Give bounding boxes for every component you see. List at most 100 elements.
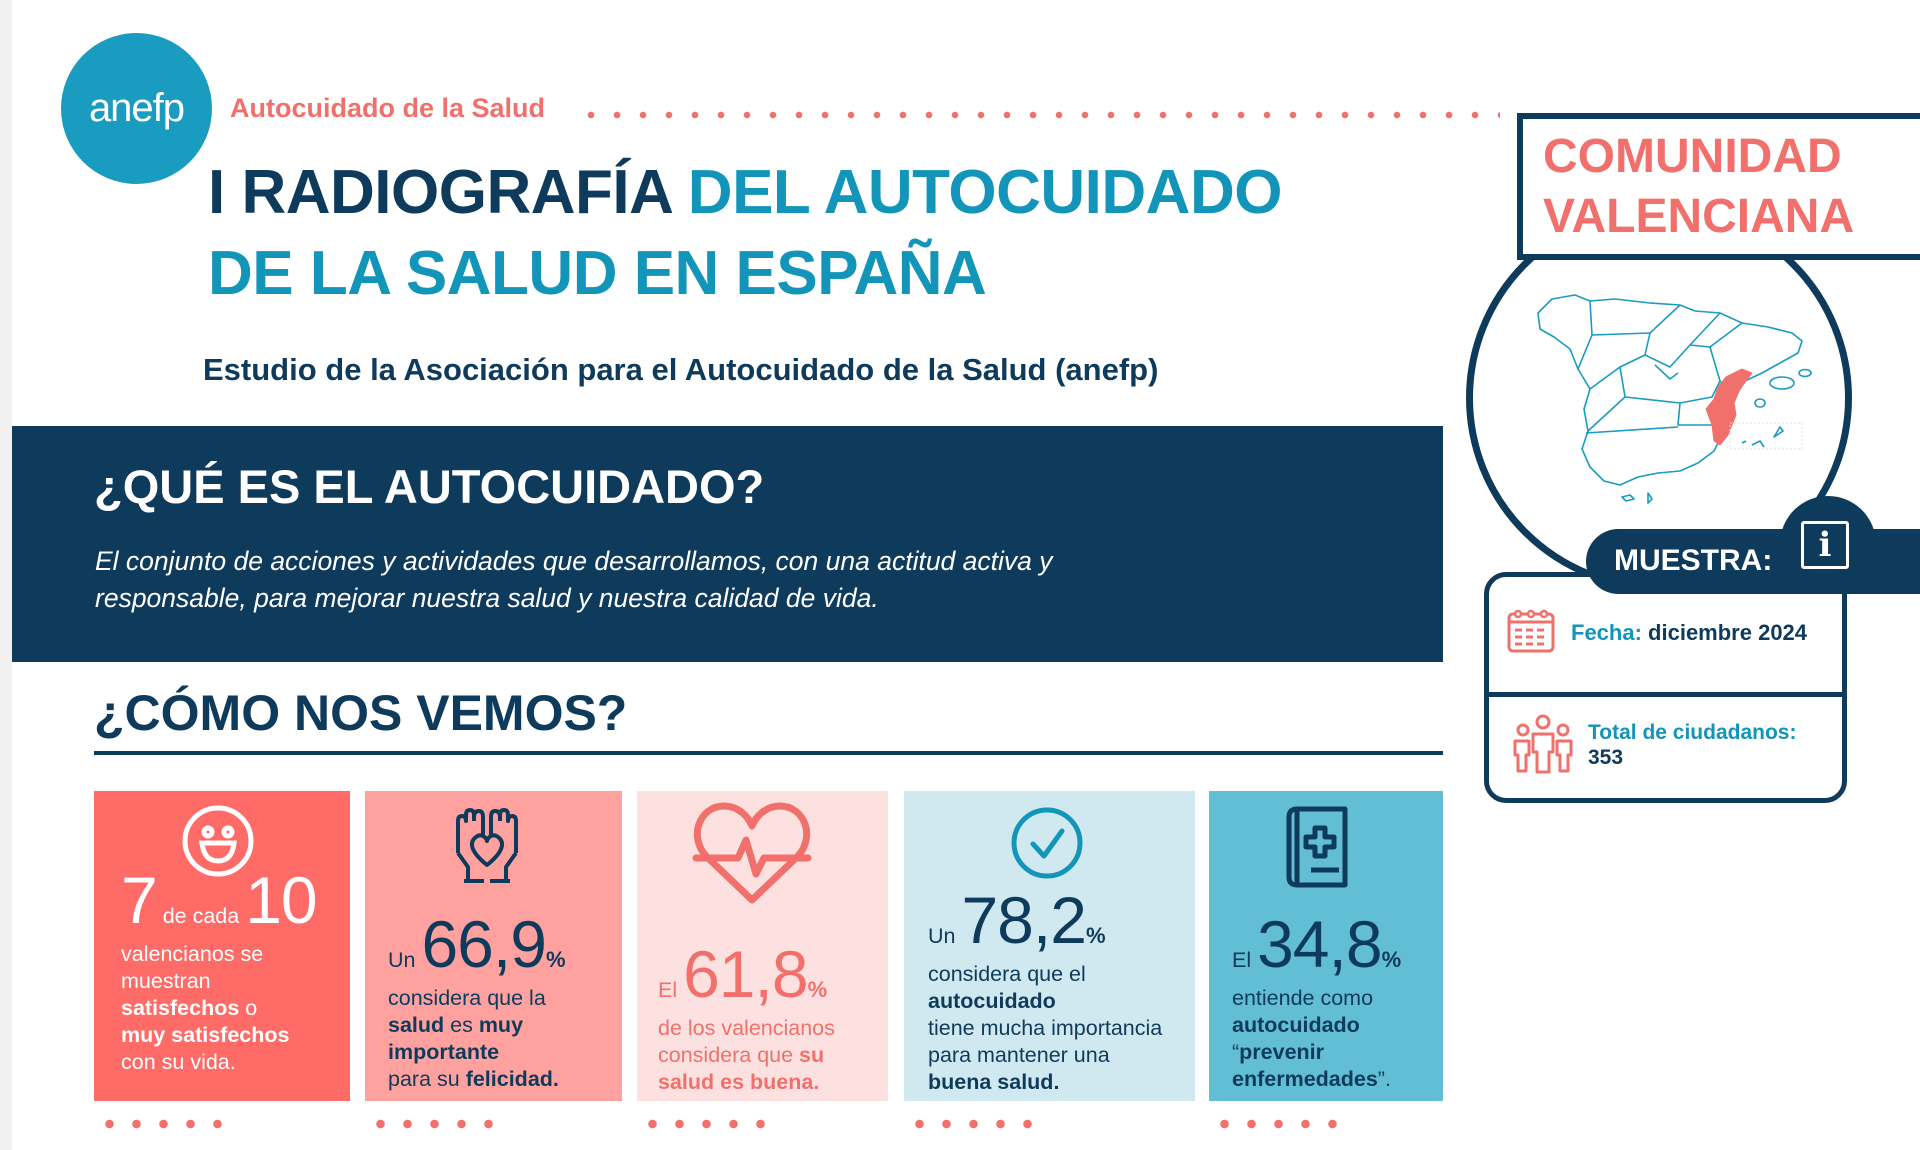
stat-description-line: autocuidado — [1232, 1012, 1401, 1039]
spain-outline — [1537, 294, 1803, 486]
stat-prefix: El — [658, 978, 684, 1002]
heartbeat-icon — [692, 800, 812, 911]
stat-prefix: Un — [928, 924, 962, 948]
definition-line: responsable, para mejorar nuestra salud … — [95, 583, 879, 613]
emphasis-text: prevenir — [1239, 1040, 1325, 1064]
description-text: es — [444, 1013, 479, 1037]
sample-divider — [1489, 692, 1842, 697]
main-title-line2: DE LA SALUD EN ESPAÑA — [208, 239, 987, 308]
dotted-divider — [578, 110, 1500, 120]
balearic-islands — [1769, 376, 1795, 390]
emphasis-text: autocuidado — [928, 989, 1056, 1013]
stat-description-line: salud es buena. — [658, 1069, 835, 1096]
stat-number: 78,2 — [961, 883, 1086, 957]
stat-text: El 61,8% de los valencianos considera que … — [658, 941, 835, 1096]
stat-number: 66,9 — [421, 907, 546, 981]
stat-description-line: buena salud. — [928, 1069, 1162, 1096]
stat-value: Un 66,9% — [388, 911, 566, 985]
info-icon: i — [1801, 521, 1849, 569]
stat-percent: % — [1381, 947, 1402, 972]
decorative-dots — [639, 1119, 779, 1129]
stat-card: El 34,8% entiende como autocuidado “preveni… — [1209, 791, 1443, 1101]
stat-percent: % — [1085, 923, 1106, 948]
smiley-face-icon — [180, 803, 256, 884]
emphasis-text: salud es buena. — [658, 1070, 820, 1094]
section-underline — [94, 751, 1443, 755]
title-part-teal: DEL AUTOCUIDADO — [687, 158, 1283, 227]
stat-number: 34,8 — [1257, 907, 1382, 981]
muestra-label: MUESTRA: — [1614, 544, 1773, 577]
stat-value: 7 de cada 10 — [121, 867, 318, 941]
stat-number: 61,8 — [683, 937, 808, 1011]
date-value: diciembre 2024 — [1648, 620, 1808, 645]
emphasis-text: salud — [388, 1013, 445, 1037]
stat-value: Un 78,2% — [928, 887, 1162, 961]
stat-text: El 34,8% entiende como autocuidado “preveni… — [1232, 911, 1401, 1093]
stat-number: 7 — [121, 863, 158, 937]
description-text: “ — [1232, 1040, 1240, 1064]
stat-description-line: entiende como — [1232, 985, 1401, 1012]
emphasis-text: muy satisfechos — [121, 1023, 290, 1047]
stat-description-line: con su vida. — [121, 1049, 317, 1076]
balearic-islands — [1754, 398, 1766, 408]
emphasis-text: felicidad. — [465, 1067, 559, 1091]
region-name-line2: VALENCIANA — [1543, 190, 1855, 243]
emphasis-text: su — [799, 1043, 825, 1067]
stat-card: Un 78,2% considera que el autocuidado tiene… — [904, 791, 1195, 1101]
description-text: valencianos se — [121, 942, 264, 966]
decorative-dots — [96, 1119, 236, 1129]
stat-description-line: para su felicidad. — [388, 1066, 566, 1093]
decorative-dots — [906, 1119, 1046, 1129]
stat-percent: % — [807, 977, 828, 1002]
stat-value: El 34,8% — [1232, 911, 1401, 985]
stat-card: 7 de cada 10 valencianos se muestran satisf… — [94, 791, 350, 1101]
sample-total: Total de ciudadanos: 353 — [1588, 720, 1796, 770]
stat-text: Un 66,9% considera que la salud es muy impo… — [388, 911, 566, 1093]
description-text: entiende como — [1232, 986, 1374, 1010]
subtitle: Estudio de la Asociación para el Autocui… — [203, 352, 1159, 387]
description-text: considera que la — [388, 986, 546, 1010]
page-edge — [0, 0, 12, 1150]
emphasis-text: satisfechos — [121, 996, 240, 1020]
stat-description-line: enfermedades”. — [1232, 1066, 1401, 1093]
definition-band: ¿QUÉ ES EL AUTOCUIDADO? El conjunto de a… — [12, 426, 1443, 662]
stat-description-line: tiene mucha importancia — [928, 1015, 1162, 1042]
medical-book-icon — [1285, 806, 1355, 893]
valencia-region-highlight — [1705, 368, 1753, 446]
stat-description-line: de los valencianos — [658, 1015, 835, 1042]
decorative-dots — [367, 1119, 507, 1129]
description-text: de los valencianos — [658, 1016, 835, 1040]
check-circle-icon — [1010, 806, 1084, 885]
stat-prefix: El — [1232, 948, 1258, 972]
ceuta-melilla — [1621, 492, 1653, 504]
total-label: Total de ciudadanos: — [1588, 721, 1797, 744]
total-value: 353 — [1588, 746, 1624, 769]
description-text: considera que — [658, 1043, 800, 1067]
description-text: considera que el — [928, 962, 1086, 986]
canary-inset-frame — [1729, 422, 1803, 450]
spain-map — [1537, 294, 1812, 504]
date-label: Fecha: — [1571, 620, 1642, 645]
logo-text: anefp — [88, 86, 185, 130]
emphasis-text: buena salud. — [928, 1070, 1060, 1094]
stat-description-line: para mantener una — [928, 1042, 1162, 1069]
stat-value: El 61,8% — [658, 941, 835, 1015]
stat-card: El 61,8% de los valencianos considera que … — [637, 791, 888, 1101]
title-part-navy: I RADIOGRAFÍA — [208, 158, 688, 227]
emphasis-text: muy — [478, 1013, 524, 1037]
main-title-line1: I RADIOGRAFÍA DEL AUTOCUIDADO — [208, 153, 1282, 233]
definition-heading: ¿QUÉ ES EL AUTOCUIDADO? — [94, 460, 765, 513]
stat-description-line: importante — [388, 1039, 566, 1066]
canary-islands — [1741, 426, 1784, 448]
stat-description-line: autocuidado — [928, 988, 1162, 1015]
hands-heart-icon — [450, 805, 524, 890]
stat-description-line: muy satisfechos — [121, 1022, 317, 1049]
sample-date: Fecha: diciembre 2024 — [1571, 620, 1807, 646]
decorative-dots — [1211, 1119, 1351, 1129]
emphasis-text: importante — [388, 1040, 500, 1064]
description-text: tiene mucha importancia — [928, 1016, 1163, 1040]
muestra-header: MUESTRA: — [1586, 529, 1920, 594]
emphasis-text: autocuidado — [1232, 1013, 1360, 1037]
stat-description-line: “prevenir — [1232, 1039, 1401, 1066]
description-text: para mantener una — [928, 1043, 1110, 1067]
